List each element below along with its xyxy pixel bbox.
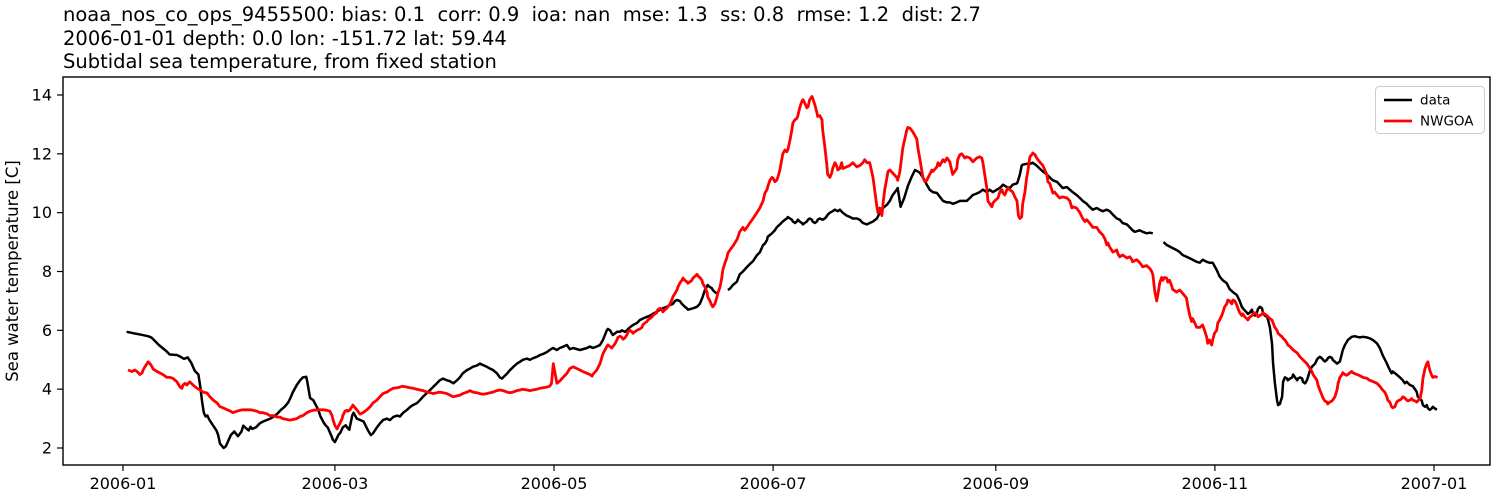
legend-label-data: data: [1420, 93, 1450, 109]
series-line-data: [727, 161, 1154, 292]
legend-label-nwgoa: NWGOA: [1420, 114, 1474, 130]
series-line-data: [126, 283, 718, 450]
x-tick-label: 2006-07: [740, 474, 807, 493]
title-line-variable: Subtidal sea temperature, from fixed sta…: [63, 50, 497, 73]
title-line-station-info: 2006-01-01 depth: 0.0 lon: -151.72 lat: …: [63, 26, 507, 50]
series-line-NWGOA: [127, 95, 1439, 431]
y-axis-ticks: 2 4 6 8 10 12 14: [32, 86, 63, 458]
y-tick-label: 10: [32, 203, 52, 222]
y-tick-label: 4: [42, 380, 52, 399]
y-tick-label: 6: [42, 321, 52, 340]
plot-area: [62, 76, 1491, 466]
x-axis-ticks: 2006-01 2006-03 2006-05 2006-07 2006-09 2006-…: [90, 465, 1468, 493]
x-tick-label: 2006-05: [521, 474, 588, 493]
x-tick-label: 2007-01: [1401, 474, 1468, 493]
x-tick-label: 2006-01: [90, 474, 157, 493]
y-tick-label: 8: [42, 262, 52, 281]
title-line-metrics: noaa_nos_co_ops_9455500: bias: 0.1 corr:…: [63, 3, 981, 26]
legend: data NWGOA: [1375, 86, 1485, 134]
y-tick-label: 12: [32, 144, 52, 163]
x-tick-label: 2006-09: [962, 474, 1029, 493]
data-series: [126, 95, 1439, 450]
y-axis-label: Sea water temperature [C]: [3, 160, 22, 382]
x-tick-label: 2006-03: [301, 474, 368, 493]
x-tick-label: 2006-11: [1181, 474, 1248, 493]
y-tick-label: 14: [32, 86, 52, 105]
y-tick-label: 2: [42, 439, 52, 458]
chart-titles: noaa_nos_co_ops_9455500: bias: 0.1 corr:…: [63, 3, 981, 74]
series-line-data: [1162, 241, 1438, 412]
